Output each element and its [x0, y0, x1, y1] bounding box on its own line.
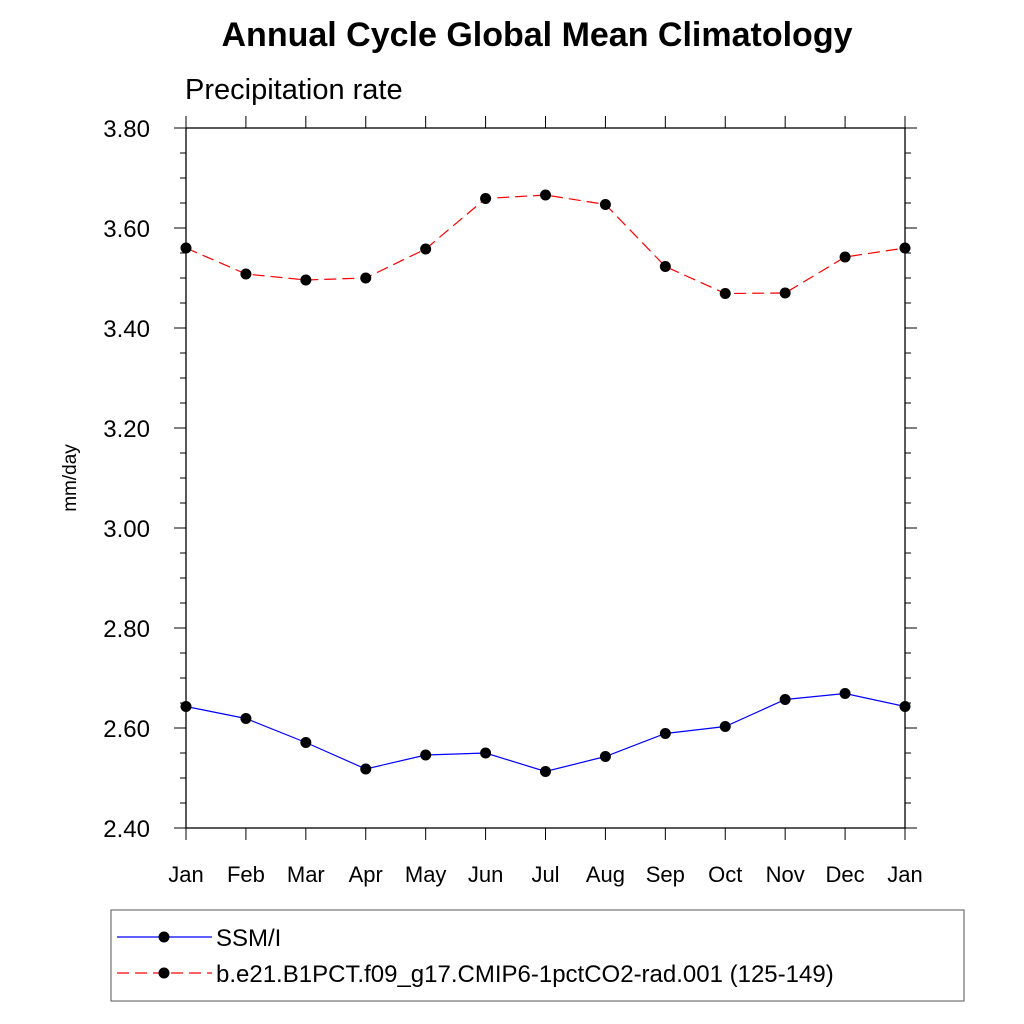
data-point	[839, 251, 851, 263]
data-point	[659, 261, 671, 272]
plot-frame	[185, 127, 906, 829]
series-line	[185, 692, 906, 773]
data-point	[300, 737, 312, 748]
x-tick-label: Apr	[349, 862, 383, 887]
x-tick-label: Feb	[227, 862, 265, 887]
legend: SSM/I b.e21.B1PCT.f09_g17.CMIP6-1pctCO2-r…	[110, 909, 965, 1002]
y-tick-label: 2.60	[103, 716, 150, 743]
series-layer	[180, 189, 911, 777]
x-tick-label: May	[405, 862, 447, 887]
y-axis-label: mm/day	[60, 444, 81, 512]
y-axis-ticks: 3.80 3.60 3.40 3.20 3.00 2.80 2.60 2.40	[103, 116, 917, 843]
legend-label: SSM/I	[216, 925, 281, 952]
series-2	[180, 189, 911, 299]
y-tick-label: 3.00	[103, 516, 150, 543]
data-point	[360, 272, 372, 284]
x-tick-label: Jul	[531, 862, 559, 887]
y-tick-label: 3.60	[103, 216, 150, 243]
data-point	[180, 701, 192, 712]
data-point	[899, 701, 911, 712]
x-tick-label: Oct	[708, 862, 742, 887]
x-axis-ticks: Jan Feb Mar Apr May Jun Jul Aug Sep Oct Nov Dec Jan	[168, 116, 923, 887]
x-tick-label: Dec	[826, 862, 865, 887]
x-tick-label: Jan	[168, 862, 203, 887]
data-point	[839, 688, 851, 699]
chart-title: Annual Cycle Global Mean Climatology	[222, 16, 853, 54]
y-tick-label: 3.80	[103, 116, 150, 143]
legend-box	[110, 909, 965, 1002]
data-point	[480, 193, 492, 204]
legend-marker	[158, 931, 170, 943]
data-point	[420, 749, 432, 761]
data-point	[480, 747, 492, 759]
data-point	[599, 751, 611, 762]
data-point	[719, 721, 731, 732]
x-tick-label: Sep	[646, 862, 685, 887]
y-tick-label: 3.40	[103, 316, 150, 343]
data-point	[659, 728, 671, 739]
y-tick-label: 2.40	[103, 816, 150, 843]
chart-subtitle: Precipitation rate	[185, 74, 403, 106]
y-tick-label: 3.20	[103, 416, 150, 443]
data-point	[180, 242, 192, 254]
data-point	[300, 274, 312, 286]
data-point	[360, 763, 372, 775]
x-tick-label: Jan	[887, 862, 922, 887]
series-1	[180, 688, 911, 777]
x-tick-label: Jun	[468, 862, 503, 887]
legend-label: b.e21.B1PCT.f09_g17.CMIP6-1pctCO2-rad.00…	[216, 961, 834, 988]
data-point	[719, 288, 731, 299]
data-point	[779, 694, 791, 705]
series-line	[185, 194, 906, 295]
data-point	[540, 766, 551, 777]
data-point	[540, 189, 551, 201]
data-point	[420, 243, 432, 255]
x-tick-label: Mar	[287, 862, 325, 887]
plot-frame-border	[185, 127, 906, 829]
y-tick-label: 2.80	[103, 616, 150, 643]
data-point	[779, 287, 791, 299]
data-point	[240, 268, 252, 280]
x-tick-label: Nov	[766, 862, 805, 887]
legend-marker	[158, 967, 170, 979]
data-point	[240, 713, 252, 724]
data-point	[899, 242, 911, 254]
x-tick-label: Aug	[586, 862, 625, 887]
data-point	[599, 199, 611, 210]
